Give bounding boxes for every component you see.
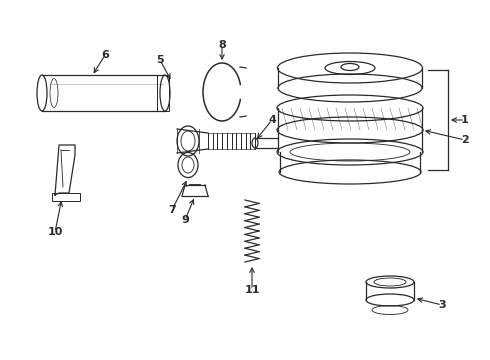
Text: 11: 11 [244,285,260,295]
Text: 6: 6 [101,50,109,60]
Bar [157,75,169,111]
Text: 10: 10 [48,227,63,237]
Text: 9: 9 [181,215,189,225]
Text: 5: 5 [156,55,164,65]
Text: 4: 4 [268,115,276,125]
Text: 1: 1 [461,115,469,125]
Bar [52,193,80,201]
Text: 8: 8 [218,40,226,50]
Text: 2: 2 [461,135,469,145]
Text: 7: 7 [168,205,176,215]
Text: 3: 3 [438,300,446,310]
